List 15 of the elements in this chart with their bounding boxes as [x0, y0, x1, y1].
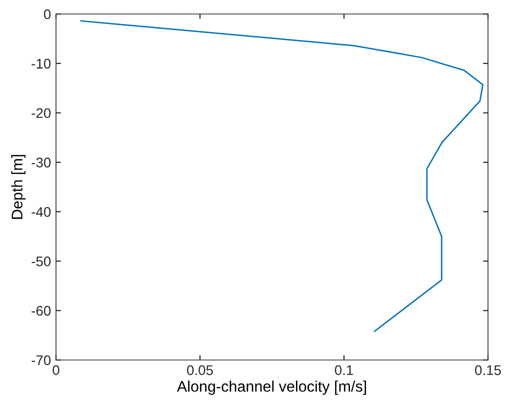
y-tick-label: -30 [32, 158, 51, 168]
y-tick-label: -50 [32, 256, 51, 266]
y-tick-label: -20 [32, 108, 51, 118]
x-tick-label: 0.1 [334, 365, 353, 376]
line-series [80, 20, 484, 332]
y-tick-label: -10 [32, 58, 51, 69]
x-tick-label: 0.15 [475, 365, 501, 376]
x-tick-label: 0 [52, 365, 60, 376]
x-tick-label: 0.05 [187, 365, 213, 376]
y-axis-title: Depth [m] [11, 154, 26, 219]
y-tick-label: -70 [32, 355, 51, 366]
y-tick-label: -40 [32, 207, 51, 217]
y-tick-label: 0 [44, 9, 51, 20]
x-axis-title: Along-channel velocity [m/s] [176, 380, 366, 395]
y-tick-label: -60 [32, 306, 51, 316]
